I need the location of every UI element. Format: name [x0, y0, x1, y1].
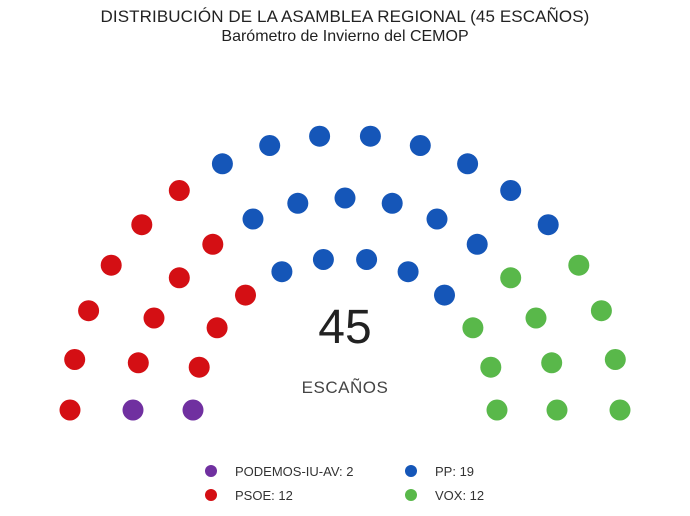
- seat-pp: [434, 284, 455, 306]
- seat-pp: [356, 249, 378, 270]
- seat-psoe: [188, 356, 210, 378]
- seat-psoe: [235, 284, 256, 306]
- seat-vox: [604, 349, 626, 370]
- seat-pp: [242, 208, 264, 230]
- chart-subtitle: Barómetro de Invierno del CEMOP: [221, 28, 469, 45]
- seat-psoe: [59, 399, 81, 421]
- seat-psoe: [206, 317, 228, 339]
- total-seats-label: ESCAÑOS: [301, 378, 389, 397]
- seat-psoe: [78, 300, 100, 322]
- seat-vox: [590, 300, 612, 322]
- seat-vox: [609, 399, 631, 421]
- seat-vox: [462, 317, 484, 339]
- seat-podemos-iu-av: [182, 399, 204, 421]
- seat-pp: [397, 261, 419, 283]
- seat-psoe: [168, 180, 190, 201]
- legend-swatch: [405, 465, 417, 477]
- seat-vox: [480, 356, 502, 378]
- seat-vox: [500, 267, 522, 289]
- legend-item-pp: PP: 19: [405, 462, 525, 480]
- seat-pp: [359, 125, 381, 147]
- legend-label: PSOE: 12: [235, 487, 293, 503]
- seat-psoe: [127, 352, 149, 374]
- seat-pp: [287, 192, 309, 214]
- legend-item-vox: VOX: 12: [405, 486, 525, 504]
- seat-pp: [334, 187, 356, 209]
- seat-pp: [426, 208, 448, 230]
- seat-vox: [541, 352, 563, 374]
- seat-pp: [271, 261, 293, 283]
- seat-vox: [546, 399, 568, 421]
- seat-pp: [500, 180, 522, 201]
- seat-pp: [381, 192, 403, 214]
- legend-swatch: [405, 489, 417, 501]
- legend-swatch: [205, 465, 217, 477]
- seat-vox: [486, 399, 508, 421]
- seat-psoe: [168, 267, 190, 289]
- seat-podemos-iu-av: [122, 399, 144, 421]
- chart-legend: PODEMOS-IU-AV: 2 PP: 19 PSOE: 12 VOX: 12: [205, 462, 525, 504]
- seat-pp: [312, 249, 334, 270]
- legend-label: PODEMOS-IU-AV: 2: [235, 463, 354, 479]
- legend-label: VOX: 12: [435, 487, 485, 503]
- legend-label: PP: 19: [435, 463, 475, 479]
- seat-psoe: [100, 254, 122, 276]
- legend-swatch: [205, 489, 217, 501]
- seat-pp: [211, 153, 233, 175]
- seat-pp: [259, 135, 281, 156]
- seat-pp: [466, 233, 488, 255]
- seat-pp: [457, 153, 479, 175]
- seat-vox: [525, 307, 547, 329]
- seat-psoe: [202, 233, 224, 255]
- legend-item-psoe: PSOE: 12: [205, 486, 405, 504]
- seat-psoe: [143, 307, 165, 329]
- legend-item-podemos-iu-av: PODEMOS-IU-AV: 2: [205, 462, 405, 480]
- seat-pp: [309, 125, 331, 147]
- seat-psoe: [131, 214, 153, 236]
- seat-pp: [537, 214, 559, 236]
- seat-psoe: [64, 349, 86, 370]
- seat-vox: [568, 254, 590, 276]
- seat-pp: [409, 135, 431, 156]
- total-seats: 45: [318, 301, 372, 354]
- chart-title: DISTRIBUCIÓN DE LA ASAMBLEA REGIONAL (45…: [100, 7, 590, 26]
